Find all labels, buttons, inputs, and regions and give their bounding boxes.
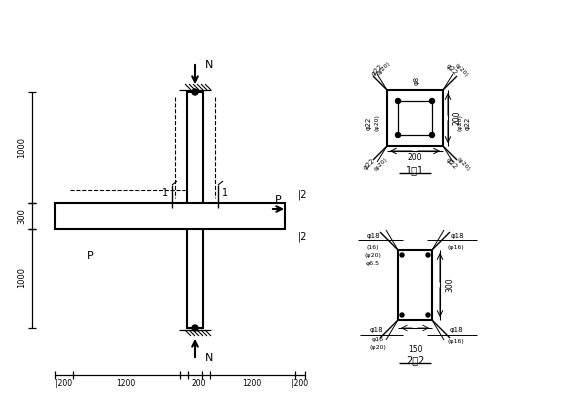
Text: φ22: φ22 [370,63,384,77]
Text: φ22: φ22 [362,157,376,171]
Text: φ18: φ18 [366,233,380,239]
Text: 150: 150 [408,345,422,354]
Text: N: N [205,60,213,70]
Bar [187,92,203,328]
Circle shape [192,89,198,95]
Text: (φ20): (φ20) [458,115,462,132]
Text: |2: |2 [298,190,307,200]
Text: 200: 200 [453,111,462,125]
Text: |2: |2 [298,232,307,242]
Text: φ18: φ18 [450,233,464,239]
Text: 1: 1 [222,188,228,198]
Text: (φ20): (φ20) [455,156,471,172]
Circle shape [400,253,404,257]
Text: P: P [87,251,93,261]
Text: (16): (16) [367,245,379,249]
Text: φ22: φ22 [366,116,372,130]
Text: (φ16): (φ16) [448,339,464,345]
Text: P: P [275,195,282,205]
Text: 1200: 1200 [243,379,262,388]
Text: φ22: φ22 [444,157,458,171]
Text: φ22: φ22 [465,116,471,130]
Text: (φ20): (φ20) [369,345,386,350]
Text: |200: |200 [55,379,73,388]
Bar [387,90,443,146]
Text: 200: 200 [192,379,206,388]
Text: φ16: φ16 [372,337,384,343]
Text: φ8: φ8 [414,75,420,85]
Text: φ22: φ22 [444,63,458,77]
Circle shape [426,313,430,317]
Text: (φ20): (φ20) [365,254,382,258]
Text: 1000: 1000 [17,136,26,158]
Circle shape [192,325,198,331]
Text: |200: |200 [292,379,309,388]
Bar [55,203,285,229]
Circle shape [400,313,404,317]
Circle shape [430,98,435,104]
Text: (φ20): (φ20) [453,62,469,78]
Text: 2－2: 2－2 [406,355,424,365]
Text: 1000: 1000 [17,267,26,288]
Text: φ6.5: φ6.5 [366,262,380,266]
Text: (φ16): (φ16) [448,245,464,249]
Circle shape [426,253,430,257]
Circle shape [430,132,435,138]
Bar [398,250,432,320]
Text: (φ20): (φ20) [374,115,379,132]
Text: 300: 300 [445,278,454,292]
Text: 300: 300 [17,208,26,224]
Text: (φ20): (φ20) [376,60,392,76]
Text: N: N [205,353,213,363]
Text: (φ20): (φ20) [373,156,388,172]
Circle shape [395,98,400,104]
Text: φ18: φ18 [369,327,383,333]
Text: 1－1: 1－1 [406,165,424,175]
Text: 1200: 1200 [117,379,136,388]
Text: 1: 1 [162,188,168,198]
Circle shape [395,132,400,138]
Text: φ18: φ18 [449,327,463,333]
Text: 200: 200 [408,153,422,162]
Bar [398,101,432,135]
